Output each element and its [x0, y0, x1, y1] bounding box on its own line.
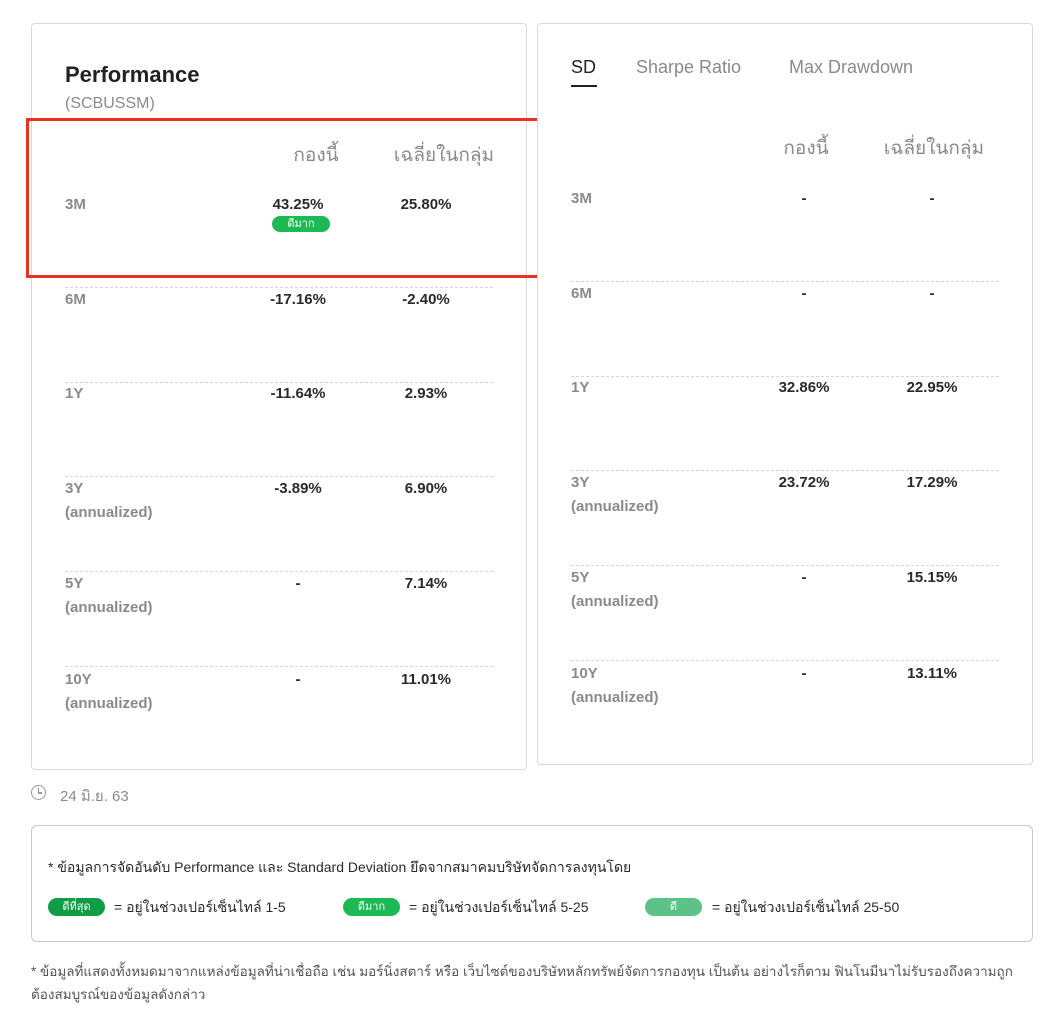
performance-card: Performance (SCBUSSM) กองนี้ เฉลี่ยในกลุ…	[31, 23, 527, 770]
row-fund-value: -	[801, 665, 807, 682]
row-divider	[571, 376, 999, 377]
table-row: 10Y (annualized) - 13.11%	[571, 662, 999, 722]
rating-badge-very-good: ดีมาก	[343, 898, 400, 916]
row-avg-value: 13.11%	[906, 665, 958, 682]
row-fund-value: -	[801, 569, 807, 586]
row-fund-value: -	[295, 575, 301, 592]
table-row: 6M - -	[571, 282, 999, 377]
updated-date-text: 24 มิ.ย. 63	[60, 788, 129, 805]
risk-card: SD Sharpe Ratio Max Drawdown กองนี้ เฉลี…	[537, 23, 1033, 765]
row-period: 5Y (annualized)	[65, 575, 153, 616]
row-divider	[65, 571, 493, 572]
row-divider	[65, 382, 493, 383]
table-row: 3Y (annualized) -3.89% 6.90%	[65, 477, 493, 572]
table-row: 1Y -11.64% 2.93%	[65, 382, 493, 477]
row-fund-value: -	[801, 190, 807, 207]
tab-sd[interactable]: SD	[571, 57, 597, 87]
row-divider	[65, 287, 493, 288]
row-divider	[571, 470, 999, 471]
col-header-fund: กองนี้	[783, 138, 829, 159]
row-period: 10Y (annualized)	[65, 671, 153, 712]
row-avg-value: 7.14%	[404, 575, 448, 592]
legend-text: = อยู่ในช่วงเปอร์เซ็นไทล์ 5-25	[409, 899, 589, 915]
row-avg-value: 6.90%	[404, 480, 448, 497]
tab-underline	[571, 85, 597, 87]
row-period: 3M	[65, 196, 86, 213]
tab-sharpe-ratio[interactable]: Sharpe Ratio	[636, 57, 742, 77]
table-row: 3Y (annualized) 23.72% 17.29%	[571, 471, 999, 566]
row-period: 10Y (annualized)	[571, 665, 659, 706]
row-divider	[65, 476, 493, 477]
row-avg-value: -2.40%	[402, 291, 450, 308]
clock-icon	[31, 785, 46, 800]
row-fund-value: 23.72%	[778, 474, 830, 491]
row-fund-value: -3.89%	[274, 480, 322, 497]
rating-badge: ดีมาก	[272, 216, 330, 232]
col-header-fund: กองนี้	[293, 145, 339, 166]
table-row: 1Y 32.86% 22.95%	[571, 376, 999, 471]
row-period: 3Y (annualized)	[65, 480, 153, 521]
fund-code: (SCBUSSM)	[65, 95, 155, 112]
highlight-box	[26, 118, 540, 278]
row-fund-value: -	[801, 285, 807, 302]
table-row: 5Y (annualized) - 7.14%	[65, 572, 493, 667]
rating-badge-good: ดี	[645, 898, 702, 916]
row-avg-value: 17.29%	[906, 474, 958, 491]
disclaimer: * ข้อมูลที่แสดงทั้งหมดมาจากแหล่งข้อมูลที…	[31, 964, 1013, 1002]
row-avg-value: 11.01%	[400, 671, 452, 688]
table-row: 5Y (annualized) - 15.15%	[571, 566, 999, 661]
table-row: 10Y (annualized) - 11.01%	[65, 668, 493, 728]
rating-badge-best: ดีที่สุด	[48, 898, 105, 916]
row-period: 1Y	[65, 385, 84, 402]
row-divider	[65, 666, 493, 667]
row-period: 1Y	[571, 379, 590, 396]
table-row: 3M - -	[571, 187, 999, 282]
row-fund-value: 32.86%	[778, 379, 830, 396]
row-avg-value: 25.80%	[400, 196, 452, 213]
row-period: 3Y (annualized)	[571, 474, 659, 515]
row-fund-value: 43.25%	[272, 196, 324, 213]
col-header-avg: เฉลี่ยในกลุ่ม	[883, 138, 985, 159]
legend-note: * ข้อมูลการจัดอันดับ Performance และ Sta…	[48, 859, 632, 875]
row-period: 3M	[571, 190, 592, 207]
row-avg-value: -	[929, 190, 935, 207]
row-fund-value: -	[295, 671, 301, 688]
row-avg-value: -	[929, 285, 935, 302]
rating-legend: * ข้อมูลการจัดอันดับ Performance และ Sta…	[31, 825, 1033, 942]
tab-max-drawdown[interactable]: Max Drawdown	[789, 57, 914, 77]
legend-text: = อยู่ในช่วงเปอร์เซ็นไทล์ 25-50	[712, 899, 900, 915]
col-header-avg: เฉลี่ยในกลุ่ม	[393, 145, 495, 166]
row-divider	[571, 281, 999, 282]
row-period: 5Y (annualized)	[571, 569, 659, 610]
row-avg-value: 2.93%	[404, 385, 448, 402]
legend-text: = อยู่ในช่วงเปอร์เซ็นไทล์ 1-5	[114, 899, 286, 915]
row-period: 6M	[65, 291, 86, 308]
table-row: 3M 43.25% ดีมาก 25.80%	[65, 193, 493, 288]
row-fund-value: -17.16%	[270, 291, 326, 308]
row-period: 6M	[571, 285, 592, 302]
row-avg-value: 22.95%	[906, 379, 958, 396]
row-divider	[571, 565, 999, 566]
performance-title: Performance	[65, 62, 200, 87]
row-fund-value: -11.64%	[270, 385, 326, 402]
table-row: 6M -17.16% -2.40%	[65, 288, 493, 383]
row-divider	[571, 660, 999, 661]
row-avg-value: 15.15%	[906, 569, 958, 586]
